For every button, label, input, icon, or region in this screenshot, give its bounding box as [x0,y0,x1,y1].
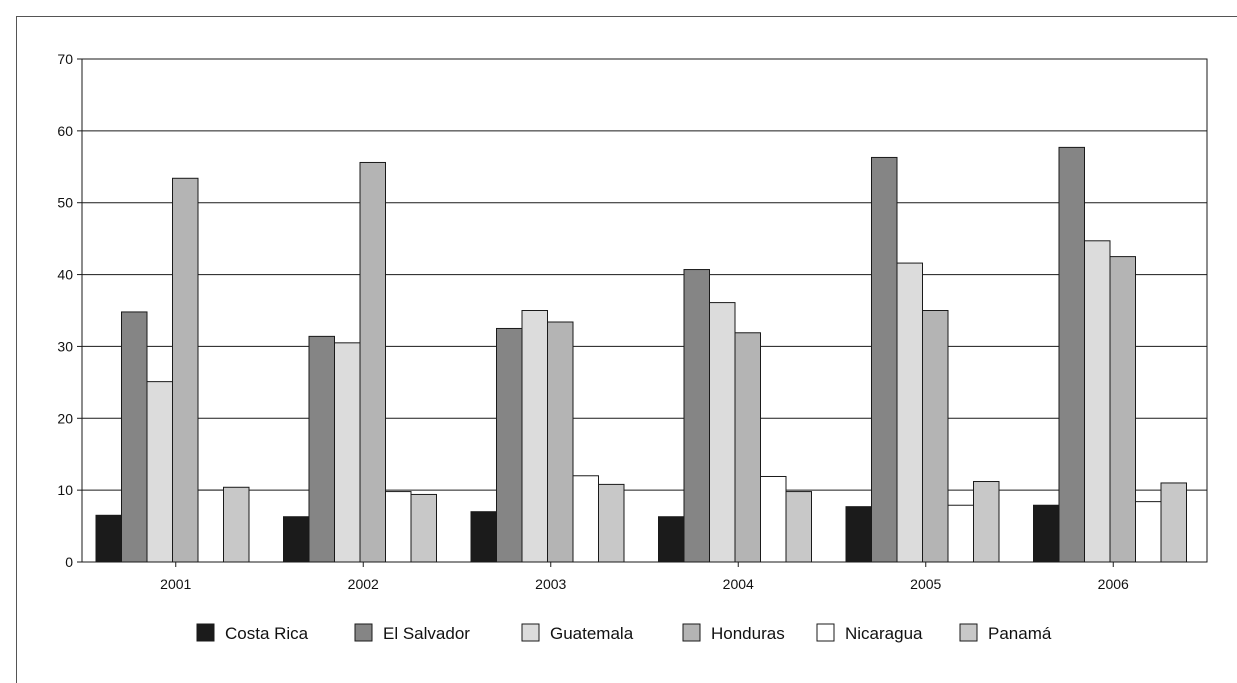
bar-guatemala-2004 [709,302,736,563]
chart-frame [16,16,1237,683]
y-tick-label: 20 [57,410,73,426]
legend-label: Costa Rica [225,624,309,643]
bar-nicaragua-2004 [760,475,787,563]
bar-costa-rica-2001 [95,514,122,563]
bar-honduras-2001 [172,177,199,563]
bar-guatemala-2005 [896,262,923,563]
legend-label: Guatemala [550,624,634,643]
bar-costa-rica-2005 [845,506,872,563]
y-tick-label: 30 [57,338,73,354]
x-tick-label: 2006 [1098,576,1129,592]
bar-honduras-2002 [359,161,386,563]
x-tick-label: 2005 [910,576,941,592]
bar-honduras-2005 [922,310,949,563]
legend-swatch [521,623,540,642]
bar-el-salvador-2001 [121,311,148,563]
bar-costa-rica-2006 [1033,504,1060,563]
bar-guatemala-2003 [521,310,548,563]
y-tick-label: 60 [57,123,73,139]
bar-nicaragua-2006 [1135,501,1162,563]
bar-nicaragua-2003 [572,475,599,563]
x-tick-label: 2003 [535,576,566,592]
y-axis-ticks: 0 10 20 30 40 50 60 70 [57,51,82,570]
plot-area [81,58,1208,563]
axes [81,58,1208,563]
bar-el-salvador-2002 [308,335,335,563]
bar-guatemala-2006 [1084,240,1111,563]
legend-swatch [354,623,373,642]
x-tick-label: 2004 [723,576,754,592]
bar-nicaragua-2001 [197,489,224,563]
legend-label: El Salvador [383,624,470,643]
bar-el-salvador-2006 [1058,146,1085,563]
legend-swatch [959,623,978,642]
y-tick-label: 0 [65,554,73,570]
bar-guatemala-2002 [334,342,361,563]
bar-panam--2002 [410,493,437,563]
bars [95,146,1187,563]
bar-panam--2003 [598,483,625,563]
bar-panam--2004 [785,491,812,563]
bar-honduras-2006 [1109,256,1136,563]
bar-el-salvador-2005 [871,156,898,563]
x-tick-label: 2001 [160,576,191,592]
legend-swatch [196,623,215,642]
y-tick-label: 70 [57,51,73,67]
bar-costa-rica-2004 [658,516,685,563]
bar-nicaragua-2002 [385,491,412,563]
bar-panam--2006 [1160,482,1187,563]
legend-label: Nicaragua [845,624,923,643]
y-tick-label: 40 [57,267,73,283]
y-tick-label: 10 [57,482,73,498]
legend: Costa Rica El Salvador Guatemala Honduras Ni… [196,623,1052,643]
x-axis-ticks: 2001 2002 2003 2004 2005 2006 [160,562,1129,592]
x-tick-label: 2002 [348,576,379,592]
legend-label: Honduras [711,624,785,643]
gridlines [82,58,1207,491]
bar-nicaragua-2005 [947,504,974,563]
bar-panam--2005 [973,481,1000,563]
bar-costa-rica-2002 [283,516,310,563]
y-tick-label: 50 [57,195,73,211]
bar-costa-rica-2003 [470,511,497,563]
bar-guatemala-2001 [146,381,173,563]
legend-swatch [816,623,835,642]
bar-honduras-2003 [547,321,574,563]
bar-el-salvador-2003 [496,327,523,563]
legend-swatch [682,623,701,642]
legend-label: Panamá [988,624,1052,643]
bar-honduras-2004 [734,332,761,563]
bar-panam--2001 [223,486,250,563]
bar-el-salvador-2004 [683,269,710,563]
